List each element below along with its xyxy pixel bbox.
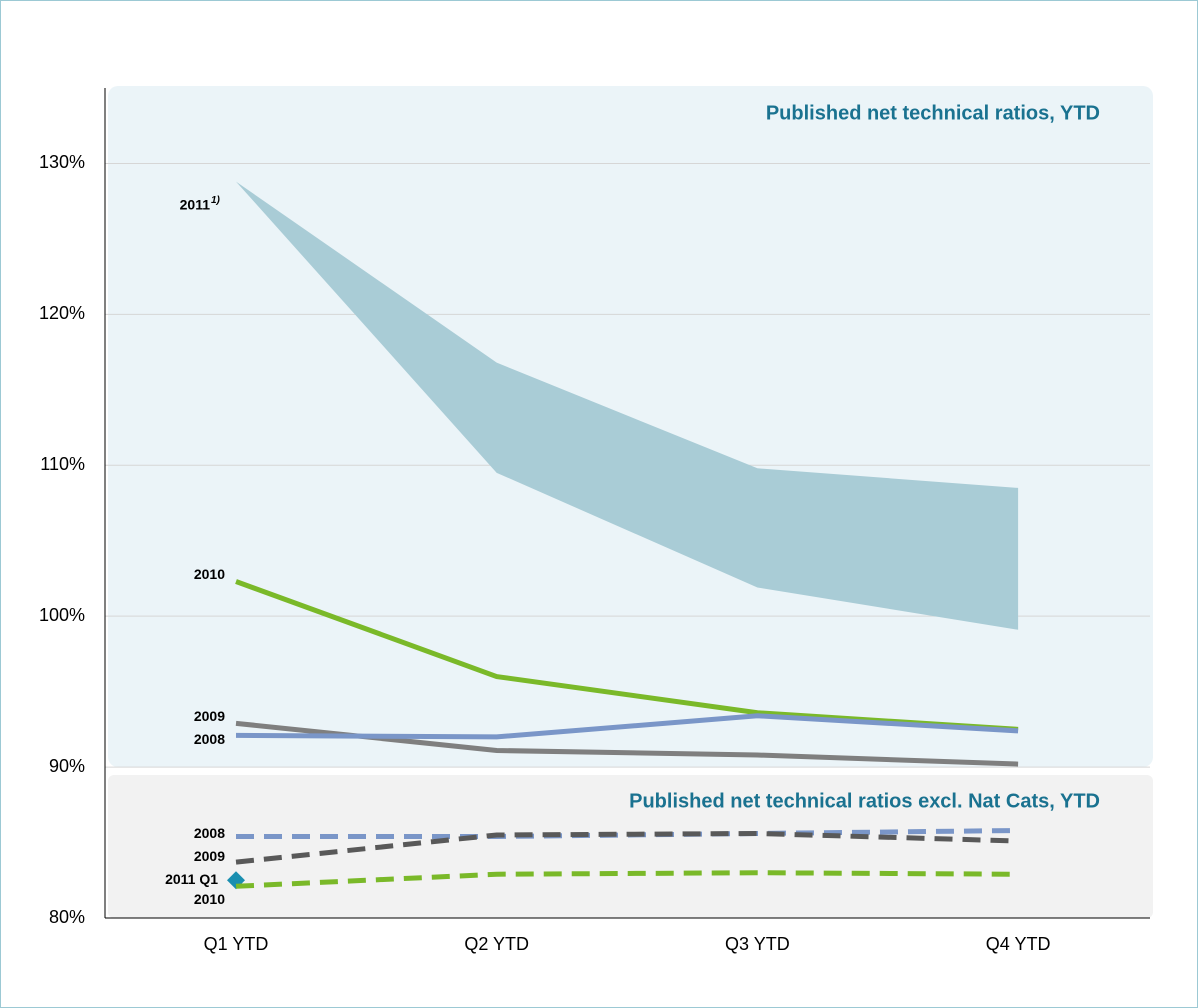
x-tick-label: Q3 YTD	[725, 934, 790, 954]
series-label: 2011	[180, 196, 211, 212]
y-tick-label: 120%	[39, 303, 85, 323]
series-label: 2008	[194, 731, 225, 747]
y-tick-label: 80%	[49, 907, 85, 927]
series-label: 2009	[194, 708, 225, 724]
bottom-panel	[108, 775, 1153, 918]
series-label: 2011 Q1	[165, 871, 218, 887]
series-label: 2010	[194, 566, 225, 582]
series-label: 2009	[194, 848, 225, 864]
line	[235, 830, 1019, 865]
line	[236, 827, 1019, 840]
band-area	[236, 181, 1019, 630]
line	[235, 870, 1019, 889]
series-label: 2010	[194, 891, 225, 907]
x-tick-label: Q2 YTD	[464, 934, 529, 954]
panel-title: Published net technical ratios, YTD	[766, 102, 1100, 124]
line	[235, 713, 1019, 740]
footnote-mark: 1)	[211, 195, 221, 206]
y-tick-label: 130%	[39, 152, 85, 172]
y-tick-label: 100%	[39, 605, 85, 625]
x-tick-label: Q1 YTD	[204, 934, 269, 954]
x-tick-label: Q4 YTD	[986, 934, 1051, 954]
panel-title: Published net technical ratios excl. Nat…	[629, 790, 1100, 812]
y-tick-label: 90%	[49, 756, 85, 776]
y-tick-label: 110%	[40, 454, 85, 474]
series-label: 2008	[194, 825, 225, 841]
